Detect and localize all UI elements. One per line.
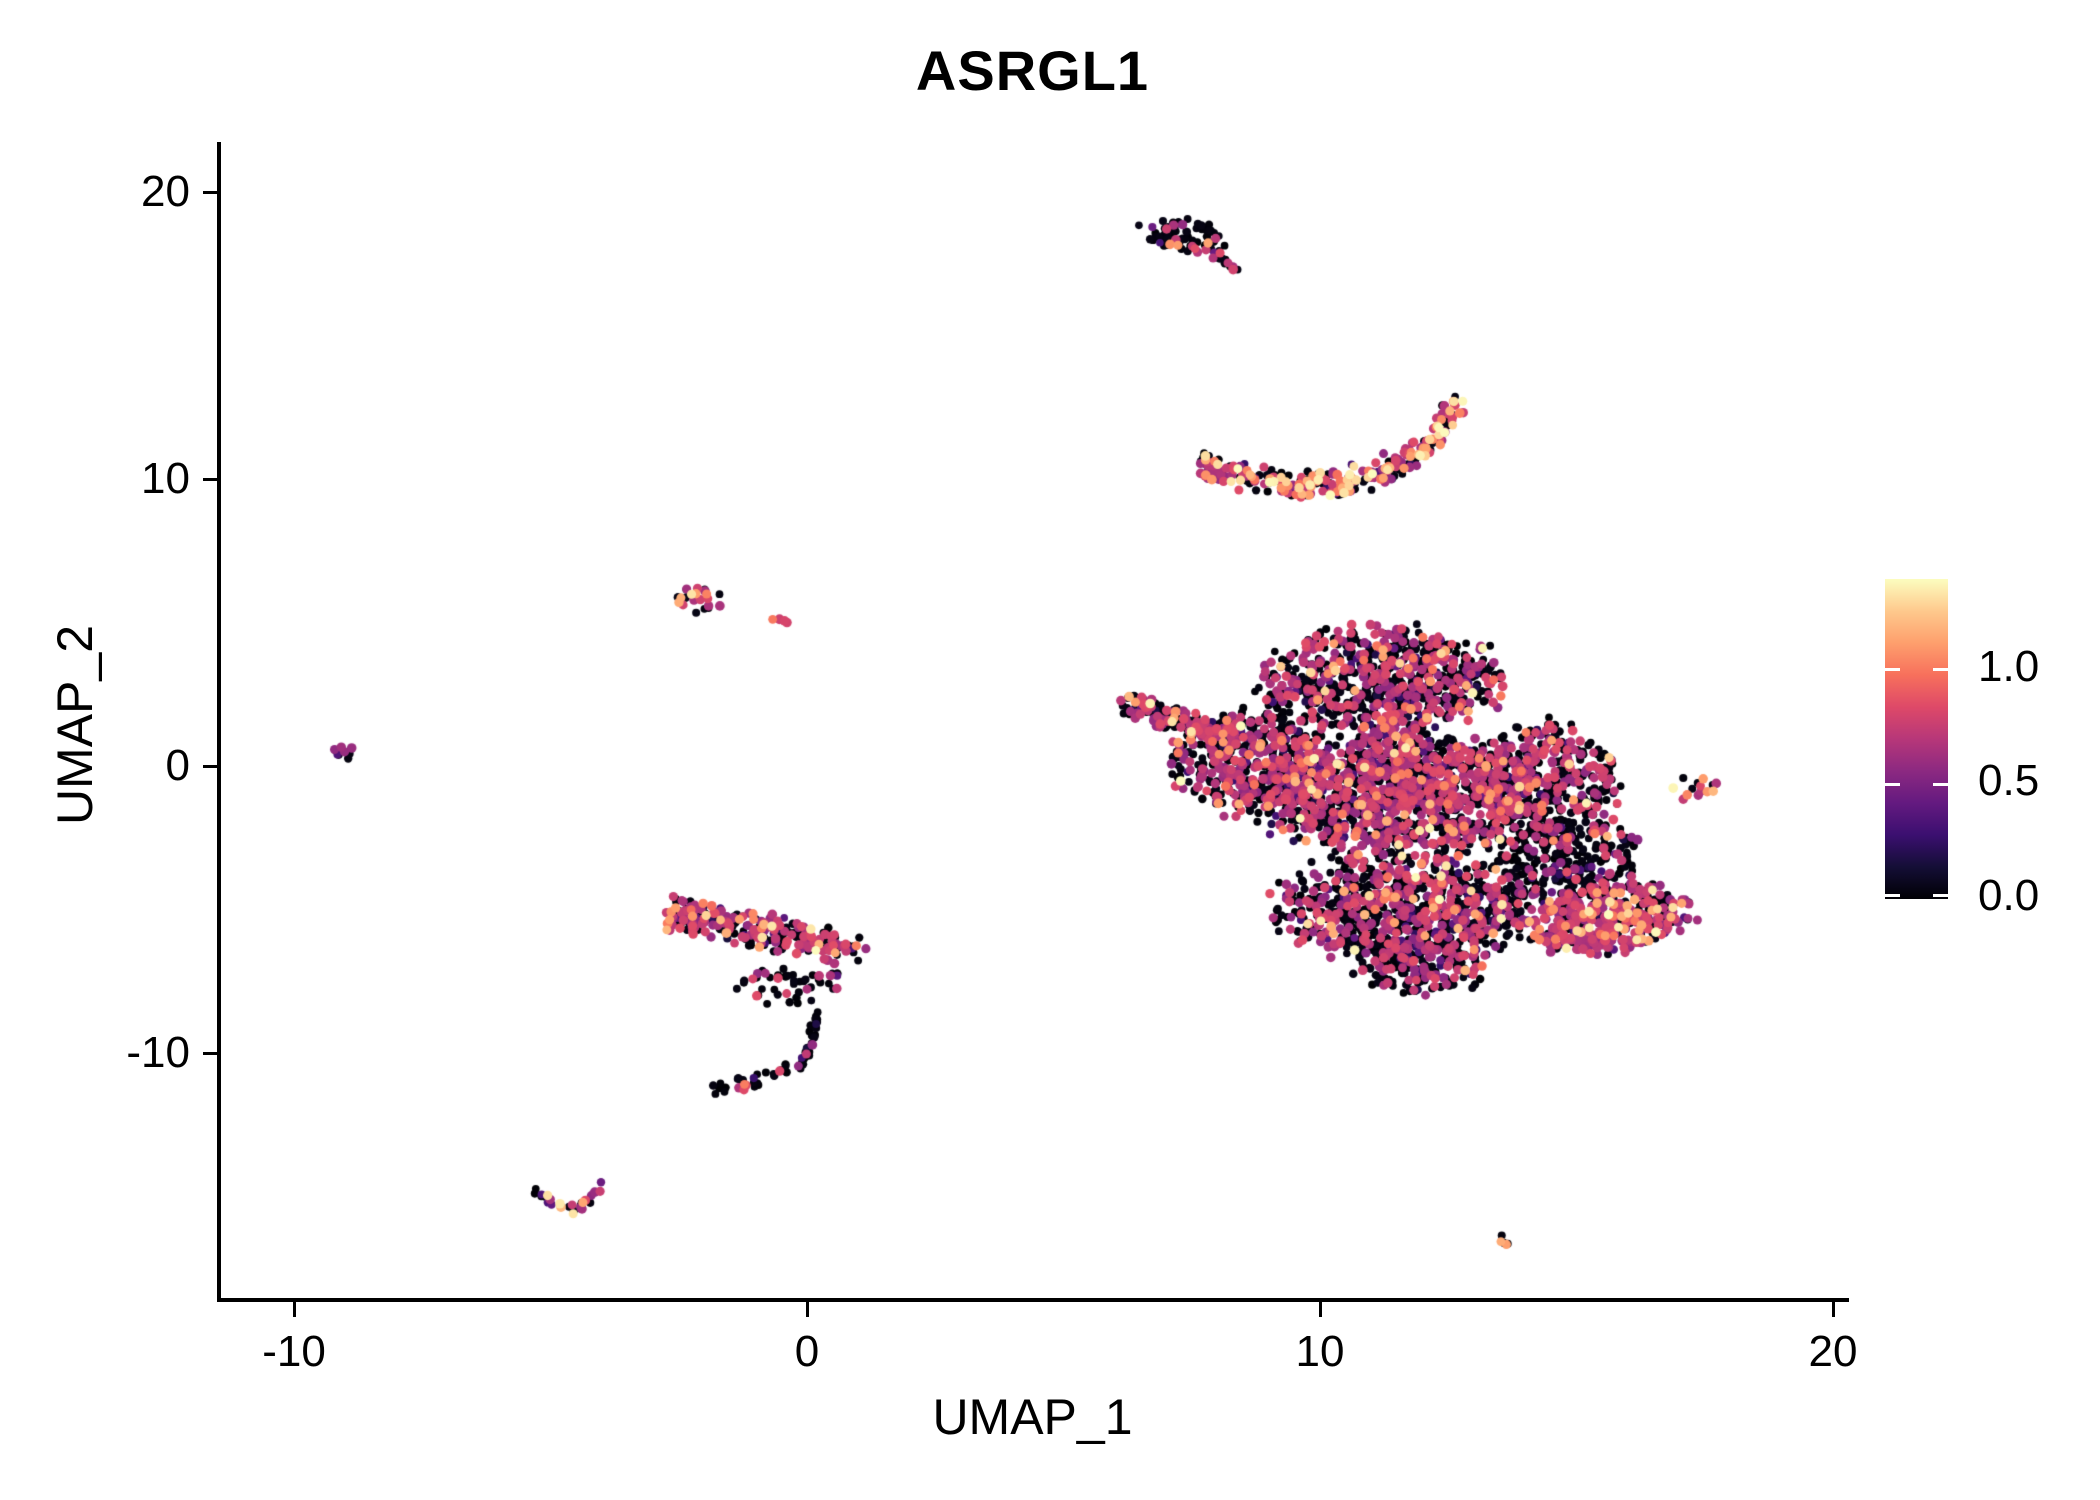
y-tick-label: 0 (165, 741, 190, 790)
x-axis-line (217, 1298, 1849, 1302)
legend-colorbar (1885, 579, 1948, 899)
y-tick-mark (203, 764, 220, 768)
y-tick-label: 20 (141, 167, 190, 216)
y-tick-label: -10 (126, 1028, 190, 1077)
y-axis-line (217, 142, 221, 1302)
x-tick-label: 20 (1808, 1327, 1858, 1376)
legend-tick-mark (1933, 894, 1948, 897)
x-tick-mark (292, 1300, 296, 1317)
y-tick-mark (203, 190, 220, 194)
y-tick-mark (203, 1051, 220, 1055)
legend-tick-mark (1933, 668, 1948, 671)
x-tick-mark (1831, 1300, 1835, 1317)
y-axis-title: UMAP_2 (47, 624, 103, 826)
x-tick-mark (1318, 1300, 1322, 1317)
x-tick-label: -10 (262, 1327, 326, 1376)
x-tick-label: 10 (1295, 1327, 1345, 1376)
legend-tick-mark (1885, 894, 1900, 897)
x-tick-mark (805, 1300, 809, 1317)
legend-label-low: 0.0 (1978, 871, 2040, 920)
legend-label-mid: 0.5 (1978, 756, 2040, 805)
x-tick-label: 0 (794, 1327, 820, 1376)
legend-tick-mark (1933, 782, 1948, 786)
legend-tick-mark (1885, 782, 1900, 786)
legend-tick-mark (1885, 668, 1900, 671)
y-tick-label: 10 (141, 454, 190, 503)
y-tick-mark (203, 477, 220, 481)
x-axis-title: UMAP_1 (932, 1389, 1133, 1445)
legend-label-high: 1.0 (1978, 642, 2040, 691)
